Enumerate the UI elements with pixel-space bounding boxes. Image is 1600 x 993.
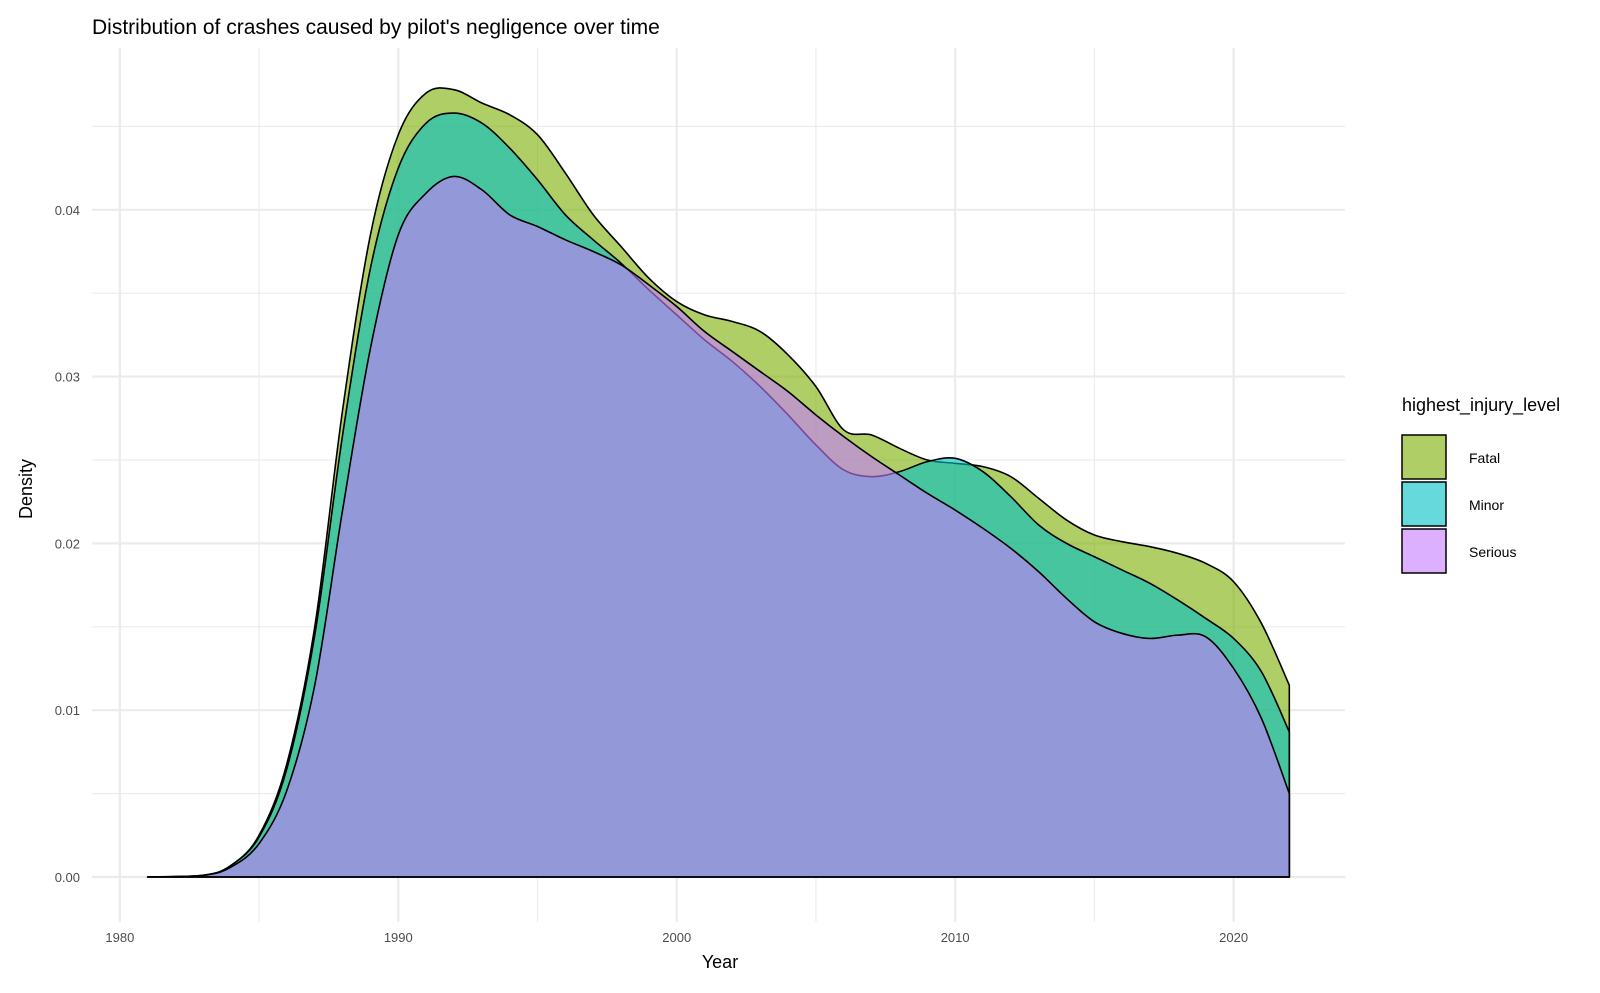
y-tick-label: 0.01: [55, 703, 80, 718]
legend-swatch-minor: [1401, 481, 1447, 527]
legend-title: highest_injury_level: [1402, 395, 1560, 416]
x-axis-title: Year: [702, 952, 738, 972]
density-area-serious: [146, 175, 1291, 878]
legend-label-serious: Serious: [1469, 544, 1516, 560]
x-tick-label: 2010: [941, 930, 970, 945]
y-tick-label: 0.03: [55, 370, 80, 385]
x-tick-label: 2020: [1219, 930, 1248, 945]
x-tick-label: 1980: [105, 930, 134, 945]
legend-swatch-fatal: [1401, 434, 1447, 480]
axes: 1980 1990 2000 2010 2020 0.00 0.01 0.02 0.03 0.04: [55, 203, 1248, 945]
x-tick-label: 1990: [384, 930, 413, 945]
y-tick-label: 0.04: [55, 203, 80, 218]
legend-items: Fatal Minor Serious: [1401, 434, 1516, 574]
legend-label-fatal: Fatal: [1469, 450, 1500, 466]
density-areas: [146, 87, 1291, 878]
legend: highest_injury_level Fatal Minor Serious: [1401, 395, 1560, 574]
legend-swatch-serious: [1401, 528, 1447, 574]
y-tick-label: 0.02: [55, 536, 80, 551]
y-tick-label: 0.00: [55, 870, 80, 885]
chart-title: Distribution of crashes caused by pilot'…: [92, 16, 660, 39]
x-tick-label: 2000: [662, 930, 691, 945]
legend-label-minor: Minor: [1469, 497, 1504, 513]
y-axis-title: Density: [16, 459, 36, 519]
